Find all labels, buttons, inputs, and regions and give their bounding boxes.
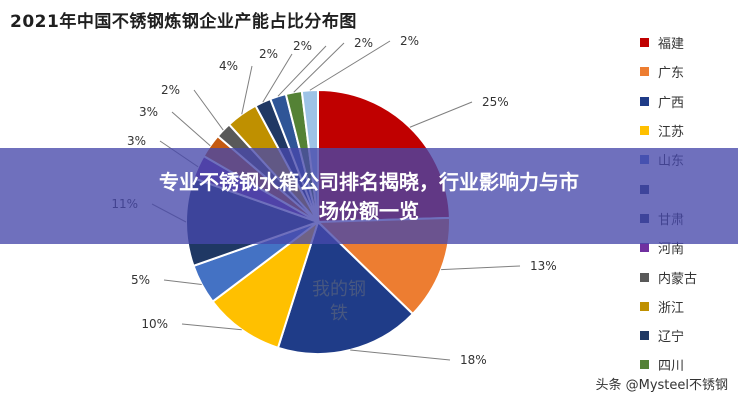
legend-item-7: 河南 [640,233,697,262]
legend-swatch [640,272,649,282]
legend-label: 浙江 [658,300,685,316]
legend-item-9: 浙江 [640,292,697,321]
legend-label: 广东 [658,66,685,82]
data-label-11: 2% [293,39,312,53]
source-credit: 头条 @Mysteel不锈钢 [595,378,728,393]
data-label-8: 2% [161,83,180,97]
legend-item-3: 江苏 [640,116,697,145]
legend-item-0: 福建 [640,28,697,57]
data-label-0: 25% [482,95,509,109]
legend-item-8: 内蒙古 [640,262,697,291]
pie-slice-2 [276,220,415,355]
legend-swatch [640,67,649,77]
leader-line-2 [350,349,451,361]
headline-text: 专业不锈钢水箱公司排名揭晓，行业影响力与市 场份额一览 [40,168,698,226]
legend-swatch [640,331,649,341]
legend-swatch [640,243,649,253]
leader-line-10 [262,53,293,103]
legend-label: 辽宁 [658,330,685,346]
chart-title: 2021年中国不锈钢炼钢企业产能占比分布图 [10,12,357,32]
leader-line-0 [409,101,473,128]
leader-line-1 [441,265,521,271]
legend-label: 河南 [658,242,685,258]
leader-line-9 [241,65,253,115]
leader-line-4 [163,279,202,285]
legend-item-1: 广东 [640,57,697,86]
legend-label: 广西 [658,95,685,111]
headline-banner: 专业不锈钢水箱公司排名揭晓，行业影响力与市 场份额一览 [0,148,738,244]
data-label-9: 4% [219,59,238,73]
legend-item-2: 广西 [640,87,697,116]
data-label-1: 13% [530,259,557,273]
watermark-text: 我的钢铁 [312,279,366,324]
leader-line-12 [293,42,345,93]
data-label-2: 18% [460,353,487,367]
data-label-13: 2% [400,34,419,48]
data-label-7: 3% [139,105,158,119]
legend-item-10: 辽宁 [640,321,697,350]
data-label-10: 2% [259,47,278,61]
legend-label: 内蒙古 [658,271,698,287]
leader-line-3 [181,323,242,331]
pie-slice-3 [211,219,320,350]
legend-label: 江苏 [658,125,685,141]
legend-swatch [640,38,649,48]
headline-line-2: 场份额一览 [319,199,419,223]
legend-swatch [640,301,649,311]
data-label-6: 3% [127,134,146,148]
headline-line-1: 专业不锈钢水箱公司排名揭晓，行业影响力与市 [159,170,579,194]
leader-line-13 [309,40,391,91]
legend-item-11: 四川 [640,350,697,379]
legend-swatch [640,96,649,106]
data-label-12: 2% [354,36,373,50]
legend-swatch [640,360,649,370]
leader-line-8 [193,89,224,131]
legend-label: 四川 [658,359,685,375]
legend-swatch [640,126,649,136]
legend-label: 福建 [658,37,685,53]
leader-line-11 [277,45,327,97]
data-label-4: 5% [131,273,150,287]
data-label-3: 10% [141,317,168,331]
leader-line-7 [171,111,211,147]
